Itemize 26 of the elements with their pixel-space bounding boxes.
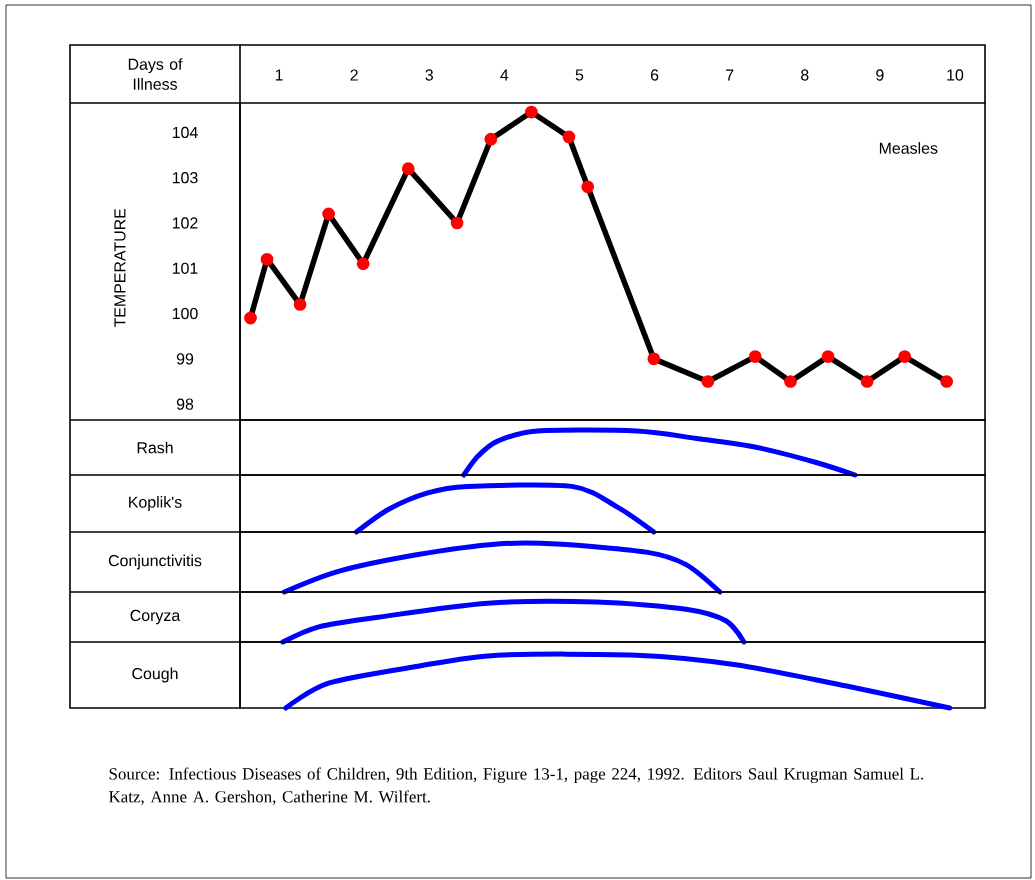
y-axis-title: Conjunctivitis [108, 554, 202, 570]
y-tick-label: 102 [172, 217, 198, 229]
x-tick-label: 7 [726, 69, 734, 81]
y-axis-title: Rash [137, 441, 173, 454]
y-tick-label: 101 [172, 262, 198, 274]
x-axis-title: Days of Illness [128, 58, 183, 90]
y-tick-label: 100 [172, 307, 198, 320]
y-tick-label: 98 [176, 398, 194, 410]
x-tick-label: 5 [575, 69, 584, 81]
y-axis-title: Koplik's [129, 496, 182, 511]
x-tick-label: 6 [650, 69, 659, 81]
x-tick-label: 2 [350, 69, 358, 81]
source-note: Source: Infectious Diseases of Children, 9th Edition, Figure 13-1, page 224, 1992. Editors Saul Krugman Samuel L. Katz, Anne A. Gershon, Catherine M. Wilfert. [109, 767, 924, 805]
y-tick-label: 99 [176, 353, 194, 365]
x-tick-label: 1 [275, 69, 283, 81]
x-tick-label: 9 [876, 69, 884, 81]
x-tick-label: 8 [801, 69, 809, 81]
x-tick-label: 4 [500, 69, 509, 81]
y-axis-title: TEMPERATURE [114, 208, 126, 328]
x-tick-label: 10 [947, 69, 964, 81]
y-axis-title: Coryza [130, 609, 181, 625]
y-tick-label: 103 [172, 172, 198, 184]
x-tick-label: 3 [425, 69, 433, 81]
y-tick-label: 104 [172, 126, 198, 139]
annotation: Measles [879, 142, 938, 154]
y-axis-title: Cough [132, 667, 178, 683]
